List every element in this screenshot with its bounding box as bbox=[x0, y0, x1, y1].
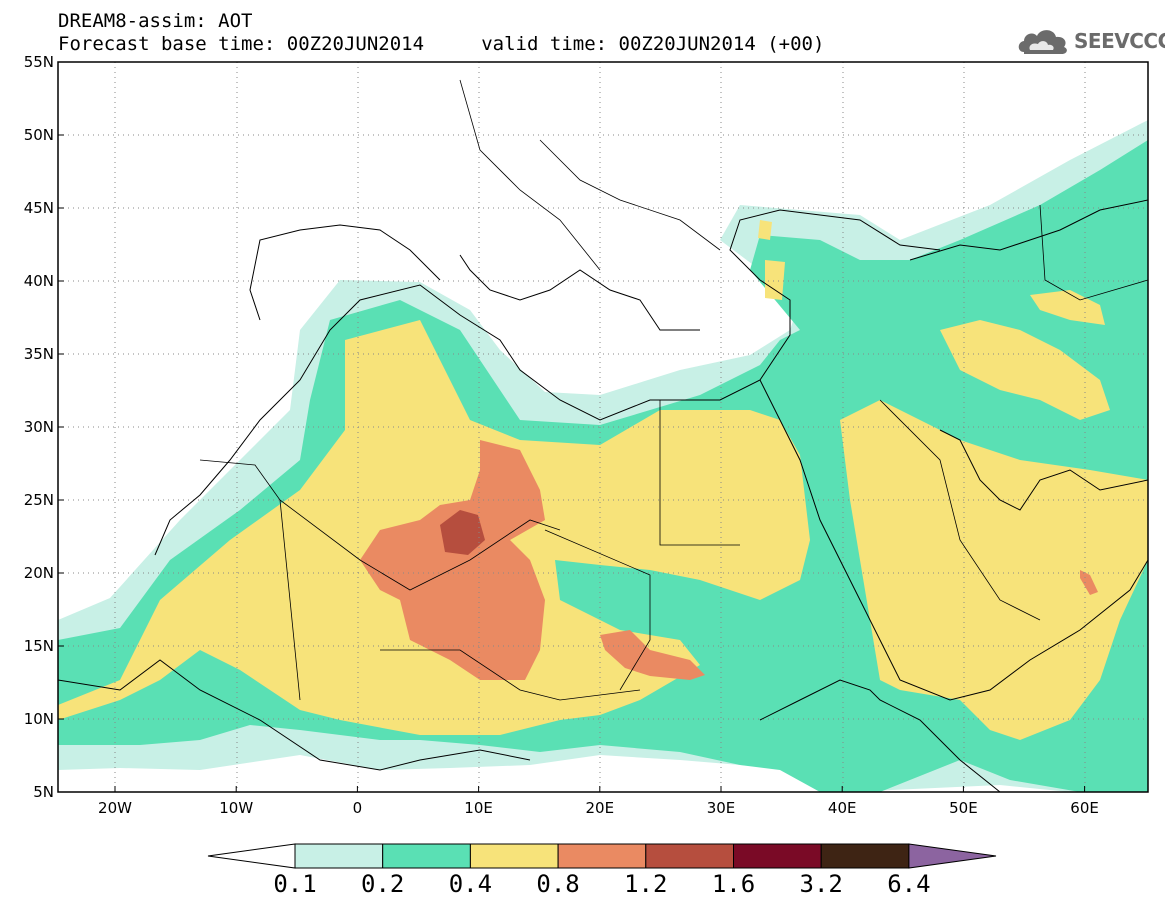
lat-tick-label: 40N bbox=[24, 272, 54, 290]
lat-tick-label: 5N bbox=[33, 783, 54, 801]
aot-contour-0.8-chad bbox=[600, 630, 705, 680]
colorbar-label: 0.2 bbox=[361, 870, 404, 898]
lat-tick-label: 35N bbox=[24, 345, 54, 363]
lat-tick-label: 30N bbox=[24, 418, 54, 436]
country-borders bbox=[199, 79, 1148, 701]
aot-field bbox=[58, 62, 1148, 792]
colorbar-label: 0.1 bbox=[273, 870, 316, 898]
lon-tick-label: 0 bbox=[353, 799, 363, 817]
coastlines bbox=[58, 199, 1148, 792]
colorbar-box bbox=[557, 843, 647, 869]
longitude-axis: 20W 10W 0 10E 20E 30E 40E 50E 60E bbox=[98, 786, 1099, 817]
cloud-icon bbox=[1018, 30, 1067, 54]
colorbar-box bbox=[469, 843, 559, 869]
colorbar-label: 1.2 bbox=[624, 870, 667, 898]
seevccc-logo: SEEVCCC bbox=[1016, 24, 1165, 58]
lat-tick-label: 55N bbox=[24, 53, 54, 71]
colorbar-box bbox=[733, 843, 822, 869]
lat-tick-label: 45N bbox=[24, 199, 54, 217]
aot-contour-0.4-arabia bbox=[840, 400, 1148, 740]
colorbar-label: 1.6 bbox=[712, 870, 755, 898]
lat-tick-label: 20N bbox=[24, 564, 54, 582]
aot-contour-0.4-caspian bbox=[1030, 290, 1105, 325]
lon-tick-label: 20E bbox=[586, 799, 615, 817]
colorbar-boxes bbox=[207, 843, 997, 869]
colorbar-box bbox=[645, 843, 734, 869]
lat-tick-label: 15N bbox=[24, 637, 54, 655]
aot-map: 5N 10N 15N 20N 25N 30N 35N 40N 45N 50N 55N 20W 10W 0… bbox=[24, 53, 1149, 817]
lon-tick-label: 50E bbox=[949, 799, 978, 817]
colorbar-low-arrow bbox=[207, 843, 296, 869]
colorbar-box bbox=[820, 843, 910, 869]
lon-tick-label: 10E bbox=[464, 799, 493, 817]
colorbar-box bbox=[294, 843, 384, 869]
lon-tick-label: 20W bbox=[98, 799, 132, 817]
lat-tick-label: 25N bbox=[24, 491, 54, 509]
colorbar-high-arrow bbox=[908, 843, 997, 869]
colorbar-label: 6.4 bbox=[887, 870, 930, 898]
lon-tick-label: 10W bbox=[219, 799, 253, 817]
colorbar-label: 0.4 bbox=[449, 870, 492, 898]
logo-text: SEEVCCC bbox=[1074, 29, 1165, 53]
colorbar-labels: 0.1 0.2 0.4 0.8 1.2 1.6 3.2 6.4 bbox=[273, 870, 930, 898]
colorbar-label: 0.8 bbox=[536, 870, 579, 898]
lat-tick-label: 10N bbox=[24, 710, 54, 728]
aot-contour-0.4-iran bbox=[940, 320, 1110, 420]
forecast-time-line: Forecast base time: 00Z20JUN2014 valid t… bbox=[58, 33, 825, 55]
lon-tick-label: 60E bbox=[1070, 799, 1099, 817]
colorbar-label: 3.2 bbox=[800, 870, 843, 898]
aot-contour-0.8-spot bbox=[1080, 570, 1098, 595]
colorbar-box bbox=[382, 843, 471, 869]
latitude-axis: 5N 10N 15N 20N 25N 30N 35N 40N 45N 50N 55N bbox=[24, 53, 64, 801]
lon-tick-label: 30E bbox=[707, 799, 736, 817]
lon-tick-label: 40E bbox=[828, 799, 857, 817]
map-title: DREAM8-assim: AOT bbox=[58, 10, 253, 32]
aot-contour-0.4-blacksea bbox=[758, 220, 785, 300]
lat-tick-label: 50N bbox=[24, 126, 54, 144]
graticule bbox=[58, 62, 1148, 792]
aot-contour-1.2 bbox=[440, 510, 485, 555]
